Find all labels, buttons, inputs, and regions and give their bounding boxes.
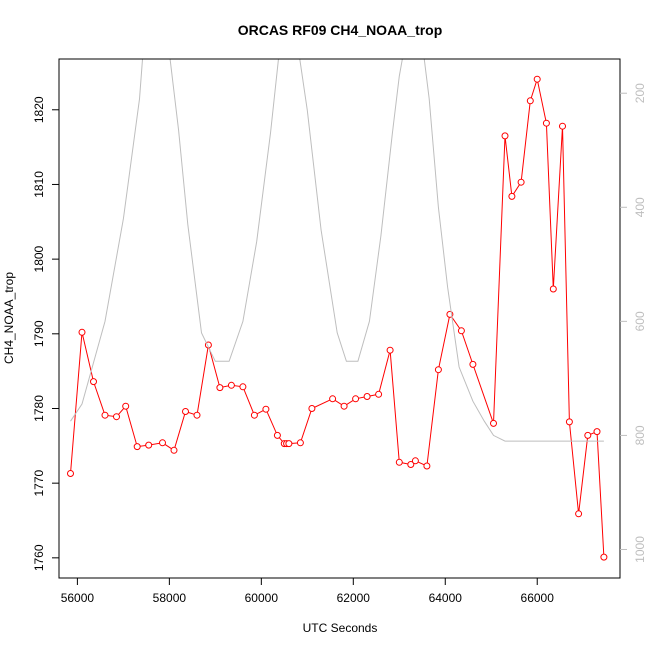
x-tick-label: 66000 [521,591,555,605]
y-tick-label: 1790 [32,320,46,347]
y-tick-label: 1760 [32,544,46,571]
data-point [526,97,534,105]
y2-tick-label: 400 [633,197,647,217]
data-point [101,411,109,419]
y2-tick-label: 1000 [633,536,647,563]
data-point [250,411,258,419]
data-point [469,360,477,368]
data-point [122,402,130,410]
data-point [145,441,153,449]
data-point [329,395,337,403]
y-tick-label: 1780 [32,395,46,422]
x-axis-label: UTC Seconds [303,621,378,635]
data-point [517,178,525,186]
data-point [159,439,166,447]
plot-frame [58,58,621,579]
plot-area: 56000 58000 60000 62000 64000 66000 1760 1770 17… [32,58,647,605]
y-tick-label: 1770 [32,469,46,496]
data-point [227,381,235,389]
data-point [285,440,293,448]
data-point [490,419,497,427]
data-point [584,431,592,439]
left-axis-series-line [70,77,605,558]
data-point [375,390,383,398]
data-point [133,443,141,451]
y-tick-label: 1810 [32,171,46,198]
data-point [508,192,516,200]
x-tick-label: 64000 [429,591,463,605]
data-point [395,458,403,466]
y-axis-label: CH4_NOAA_trop [2,272,16,364]
data-point [352,395,360,403]
y-tick-label: 1820 [32,96,46,123]
data-point [273,431,281,439]
data-point [407,461,415,468]
right-axis-series-line [70,59,604,442]
data-point [262,405,270,413]
data-point [308,405,316,412]
data-point [559,122,566,130]
data-point [216,384,224,392]
x-tick-label: 60000 [245,591,279,605]
y-tick-label: 1800 [32,245,46,272]
x-tick-label: 56000 [61,591,95,605]
data-point [457,327,465,335]
x-tick-label: 58000 [153,591,187,605]
data-point [296,439,304,447]
data-point [593,428,601,436]
y2-tick-label: 200 [633,83,647,103]
data-point [533,75,541,83]
data-point [542,119,550,127]
y2-tick-label: 600 [633,311,647,331]
data-point [386,346,394,354]
data-point [434,366,442,374]
data-point [600,553,608,561]
data-point [78,328,86,336]
data-point [565,418,573,426]
data-point [411,457,419,465]
data-point [182,408,189,415]
data-point [113,413,120,421]
data-point [575,510,583,518]
x-tick-label: 62000 [337,591,371,605]
y2-tick-label: 800 [633,425,647,445]
data-point [90,378,97,386]
data-point [363,393,371,400]
data-point [340,402,348,410]
data-point [67,470,74,477]
data-point [423,462,431,470]
chart-title: ORCAS RF09 CH4_NOAA_trop [238,22,443,38]
data-point [170,446,178,454]
data-point [239,383,247,391]
data-point [193,411,201,419]
data-point [501,132,509,140]
data-point [549,285,557,293]
